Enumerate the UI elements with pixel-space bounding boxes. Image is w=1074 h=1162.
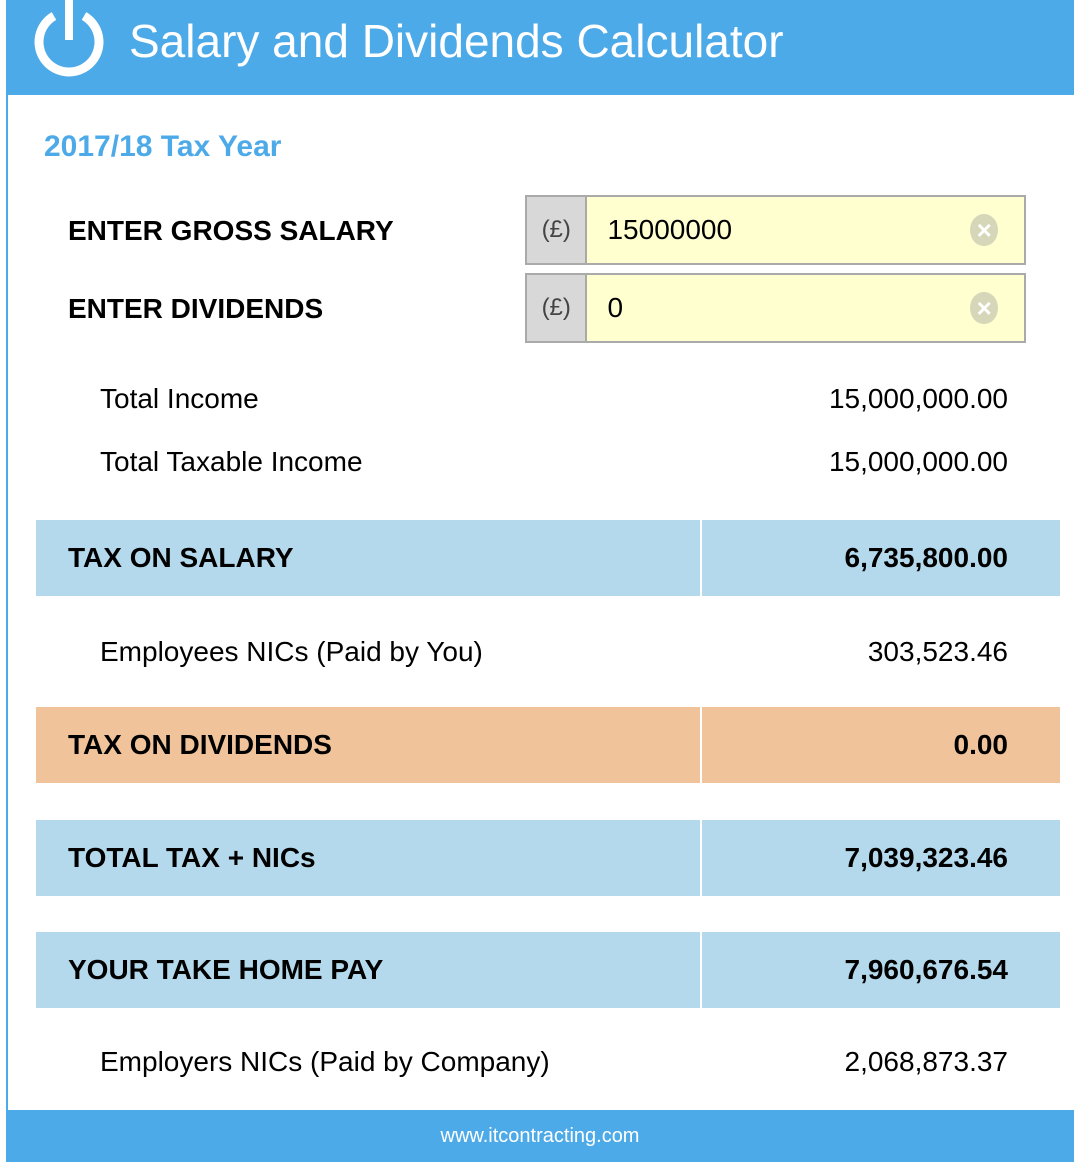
tax-on-salary-label: TAX ON SALARY (36, 520, 702, 596)
app-title: Salary and Dividends Calculator (129, 15, 784, 67)
tax-year-heading: 2017/18 Tax Year (44, 130, 282, 163)
employers-nics-row: Employers NICs (Paid by Company) 2,068,8… (100, 1046, 1008, 1078)
total-income-label: Total Income (100, 383, 259, 414)
tax-on-dividends-value: 0.00 (953, 729, 1009, 760)
employees-nics-row: Employees NICs (Paid by You) 303,523.46 (100, 636, 1008, 668)
currency-prefix: (£) (527, 197, 588, 263)
total-income-value: 15,000,000.00 (828, 383, 1008, 414)
app-header (6, 0, 1074, 95)
tax-on-dividends-label: TAX ON DIVIDENDS (36, 707, 702, 783)
clear-icon[interactable]: × (970, 292, 998, 324)
footer: www.itcontracting.com (6, 1110, 1074, 1162)
total-taxable-income-row: Total Taxable Income 15,000,000.00 (100, 446, 1008, 478)
dividends-label: ENTER DIVIDENDS (68, 293, 324, 324)
currency-prefix: (£) (527, 275, 588, 341)
total-taxable-income-label: Total Taxable Income (100, 446, 363, 477)
tax-on-salary-value: 6,735,800.00 (844, 542, 1009, 573)
footer-link[interactable]: www.itcontracting.com (440, 1124, 640, 1147)
take-home-value: 7,960,676.54 (844, 954, 1009, 985)
total-tax-label: TOTAL TAX + NICs (36, 820, 702, 896)
take-home-band: YOUR TAKE HOME PAY 7,960,676.54 (36, 932, 1060, 1008)
gross-salary-label: ENTER GROSS SALARY (68, 215, 394, 246)
total-tax-value: 7,039,323.46 (844, 842, 1009, 873)
tax-on-dividends-band: TAX ON DIVIDENDS 0.00 (36, 707, 1060, 783)
dividends-input[interactable] (587, 275, 971, 341)
dividends-field: (£) × (525, 273, 1026, 343)
clear-icon[interactable]: × (970, 214, 998, 246)
employers-nics-value: 2,068,873.37 (844, 1046, 1009, 1077)
total-income-row: Total Income 15,000,000.00 (100, 383, 1008, 415)
gross-salary-field: (£) × (525, 195, 1026, 265)
power-icon (34, 0, 104, 77)
total-taxable-income-value: 15,000,000.00 (828, 446, 1008, 477)
employees-nics-value: 303,523.46 (867, 636, 1008, 667)
take-home-label: YOUR TAKE HOME PAY (36, 932, 702, 1008)
employers-nics-label: Employers NICs (Paid by Company) (100, 1046, 550, 1077)
tax-on-salary-band: TAX ON SALARY 6,735,800.00 (36, 520, 1060, 596)
left-border (6, 95, 8, 1110)
total-tax-band: TOTAL TAX + NICs 7,039,323.46 (36, 820, 1060, 896)
gross-salary-input[interactable] (587, 197, 971, 263)
employees-nics-label: Employees NICs (Paid by You) (100, 636, 483, 667)
